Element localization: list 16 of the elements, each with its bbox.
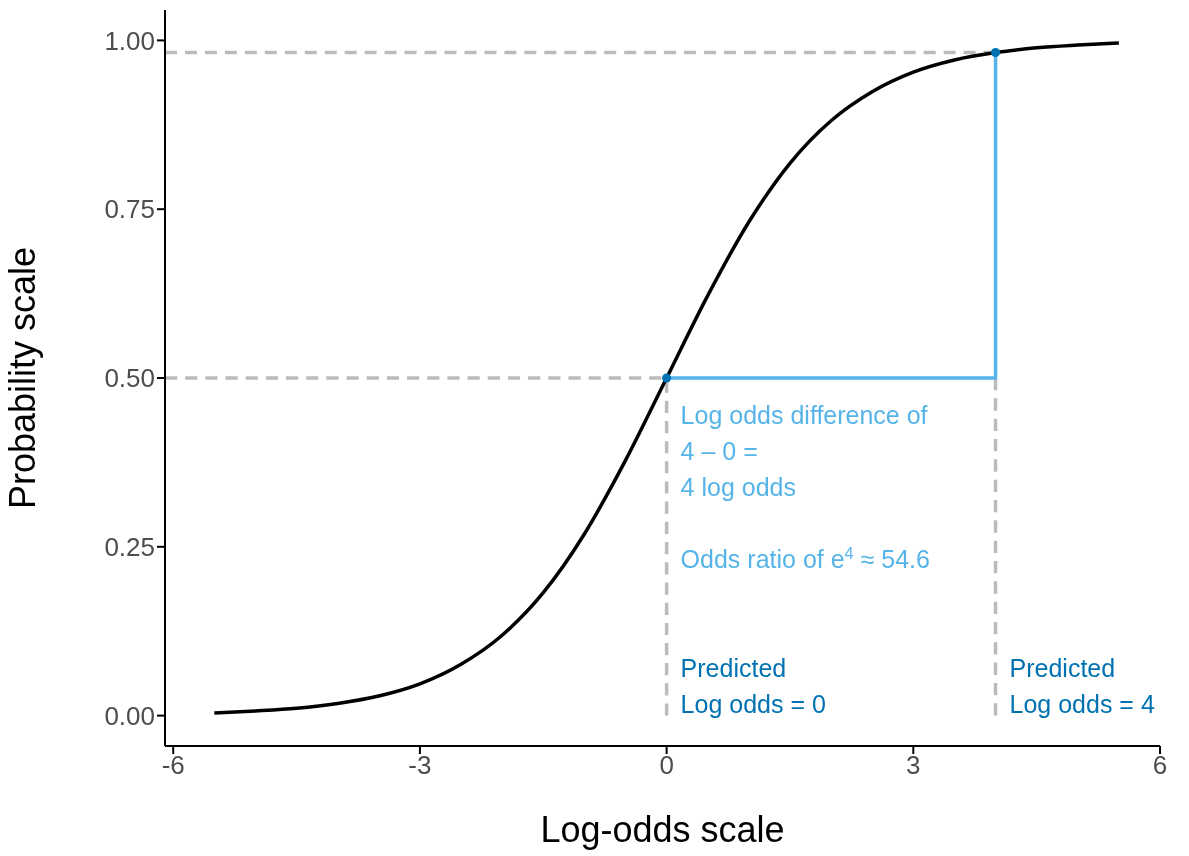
y-axis-title: Probability scale: [1, 246, 43, 510]
annotation: Log odds difference of 4 – 0 = 4 log odds: [680, 401, 928, 501]
y-tick-label: 1.00: [104, 25, 155, 56]
annotation: Predicted Log odds = 0: [680, 653, 826, 718]
x-tick-label: 0: [659, 750, 674, 781]
y-tick-label: 0.00: [104, 700, 155, 731]
x-tick-label: 6: [1152, 750, 1168, 781]
y-tick-label: 0.25: [104, 532, 155, 563]
annotation: Predicted Log odds = 4: [1009, 653, 1155, 718]
x-tick-label: -3: [408, 750, 432, 781]
x-axis-title: Log-odds scale: [540, 809, 785, 850]
x-tick-label: -6: [161, 750, 185, 781]
annotation: Odds ratio of e$^{4}$ ≈ 54.6: [680, 544, 930, 573]
x-tick-label: 3: [906, 750, 921, 781]
y-tick-label: 0.75: [104, 194, 155, 225]
y-tick-label: 0.50: [104, 363, 155, 394]
